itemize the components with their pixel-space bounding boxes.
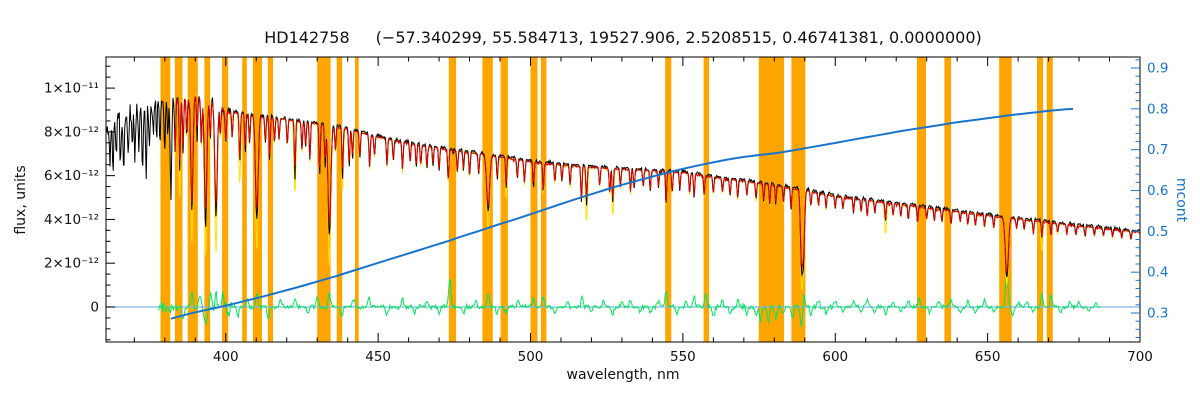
x-tick-label: 600 (822, 349, 848, 365)
star-name: HD142758 (264, 28, 350, 47)
masked-region-band (1037, 57, 1044, 342)
mcont-tick-label: 0.8 (1147, 101, 1168, 117)
mcont-tick-label: 0.5 (1147, 224, 1168, 240)
residual-line (158, 264, 1101, 327)
title-params: (−57.340299, 55.584713, 19527.906, 2.520… (375, 28, 982, 47)
x-tick-label: 650 (975, 349, 1001, 365)
flux-tick-label: 1×10⁻¹¹ (44, 81, 99, 97)
masked-region-band (336, 57, 343, 342)
mcont-axis-label: mcont (1173, 177, 1189, 223)
masked-region-band (530, 57, 538, 342)
mcont-tick-label: 0.7 (1147, 142, 1168, 158)
x-tick-label: 700 (1127, 349, 1153, 365)
masked-region-band (999, 57, 1012, 342)
x-tick-label: 400 (213, 349, 239, 365)
x-tick-label: 500 (518, 349, 544, 365)
mcont-curve-line (170, 107, 1074, 320)
x-tick-label: 450 (365, 349, 391, 365)
plot-series (106, 57, 1140, 342)
flux-tick-label: 6×10⁻¹² (44, 168, 99, 184)
masked-region-band (540, 57, 547, 342)
masked-region-band (758, 57, 785, 342)
masked-region-band (500, 57, 508, 342)
masked-region-band (944, 57, 952, 342)
masked-region-band (355, 57, 359, 342)
masked-region-band (916, 57, 926, 342)
masked-region-band (317, 57, 331, 342)
x-tick-label: 550 (670, 349, 696, 365)
x-axis-label: wavelength, nm (566, 367, 680, 383)
fit-spectrum-line (174, 96, 1140, 273)
flux-tick-label: 0 (90, 299, 99, 315)
masked-region-band (1046, 57, 1053, 342)
masked-region-band (703, 57, 710, 342)
flux-tick-label: 2×10⁻¹² (44, 256, 99, 272)
plot-frame (105, 56, 1141, 343)
mcont-tick-label: 0.9 (1147, 61, 1168, 77)
masked-region-band (174, 57, 183, 342)
masked-region-band (222, 57, 229, 342)
masked-region-band (204, 57, 211, 342)
axis-ticks: 400 450 500 550 600 650 700 0 2×10⁻¹² 4×10⁻¹² 6×10… (44, 57, 1168, 365)
flux-tick-label: 4×10⁻¹² (44, 212, 99, 228)
masked-region-band (267, 57, 273, 342)
mcont-tick-label: 0.3 (1147, 306, 1168, 322)
mcont-tick-label: 0.6 (1147, 183, 1168, 199)
masked-region-band (242, 57, 247, 342)
masked-region-band (665, 57, 672, 342)
flux-tick-label: 8×10⁻¹² (44, 124, 99, 140)
masked-region-band (160, 57, 171, 342)
masked-region-band (448, 57, 457, 342)
chart-title: HD142758 (−57.340299, 55.584713, 19527.90… (106, 28, 1140, 47)
flux-axis-label: flux, units (13, 165, 29, 235)
mcont-tick-label: 0.4 (1147, 265, 1168, 281)
